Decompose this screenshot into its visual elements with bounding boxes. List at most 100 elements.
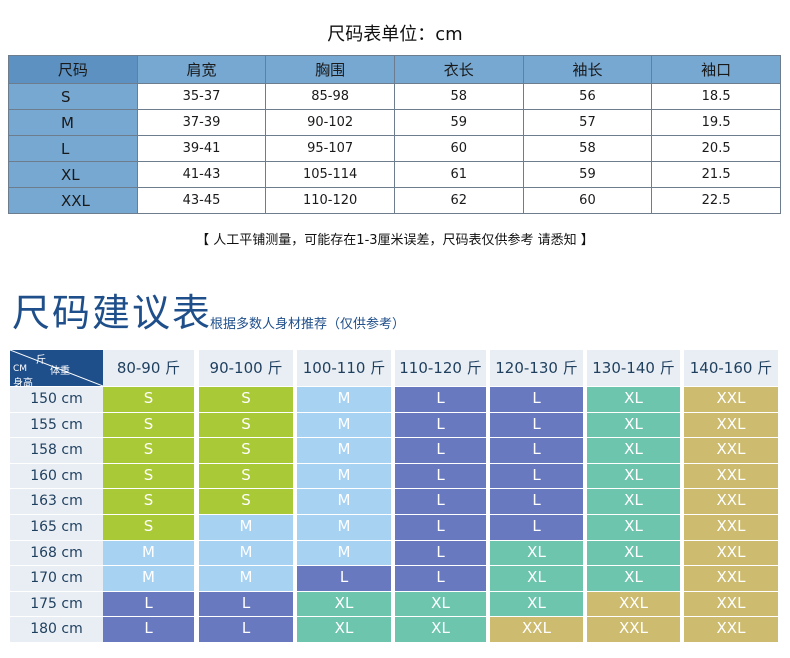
size-recommendation-cell: M (297, 540, 391, 566)
size-value-cell: 105-114 (265, 161, 395, 188)
size-recommendation-cell: L (199, 617, 293, 642)
size-recommendation-cell: L (395, 412, 486, 438)
size-recommendation-cell: M (103, 566, 194, 591)
size-recommendation-cell: XL (490, 540, 583, 566)
size-recommendation-cell: XXL (684, 412, 778, 438)
size-recommendation-cell: XXL (684, 489, 778, 514)
size-recommendation-cell: XXL (587, 591, 680, 617)
header-size: 尺码 (8, 55, 138, 84)
size-recommendation-cell: XL (587, 566, 680, 591)
size-recommendation-cell: M (297, 515, 391, 540)
size-recommendation-cell: L (490, 387, 583, 412)
size-value-cell: 61 (393, 161, 524, 188)
size-value-cell: 18.5 (651, 83, 781, 110)
size-value-cell: 62 (393, 187, 524, 214)
header-length: 衣长 (393, 55, 524, 84)
weight-header: 80-90 斤 (103, 350, 194, 386)
size-recommendation-cell: XL (587, 463, 680, 489)
height-header: 163 cm (10, 489, 103, 514)
size-recommendation-cell: S (199, 387, 293, 412)
size-value-cell: 41-43 (136, 161, 267, 188)
size-value-cell: 56 (522, 83, 653, 110)
size-table-row: M 37-39 90-102 59 57 19.5 (8, 109, 781, 136)
size-value-cell: 59 (522, 161, 653, 188)
size-recommendation-cell: S (103, 515, 194, 540)
height-header: 180 cm (10, 617, 103, 642)
size-recommendation-cell: M (297, 463, 391, 489)
weight-header: 110-120 斤 (395, 350, 486, 386)
size-value-cell: 57 (522, 109, 653, 136)
size-table-title: 尺码表单位：cm (327, 24, 463, 45)
size-value-cell: 20.5 (651, 135, 781, 162)
size-recommendation-cell: XXL (684, 591, 778, 617)
size-recommendation-cell: L (395, 489, 486, 514)
size-value-cell: 19.5 (651, 109, 781, 136)
size-recommendation-cell: S (103, 489, 194, 514)
height-header: 158 cm (10, 438, 103, 463)
size-label-cell: L (8, 135, 138, 162)
size-table-row: S 35-37 85-98 58 56 18.5 (8, 83, 781, 110)
weight-header: 140-160 斤 (684, 350, 778, 386)
weight-header: 90-100 斤 (199, 350, 293, 386)
height-header: 160 cm (10, 463, 103, 489)
height-header: 175 cm (10, 591, 103, 617)
header-shoulder: 肩宽 (136, 55, 267, 84)
height-header: 165 cm (10, 515, 103, 540)
size-value-cell: 21.5 (651, 161, 781, 188)
size-label-cell: XL (8, 161, 138, 188)
size-recommendation-cell: XXL (684, 540, 778, 566)
size-recommendation-cell: M (297, 412, 391, 438)
measurement-note: 【 人工平铺测量，可能存在1-3厘米误差，尺码表仅供参考 请悉知 】 (196, 233, 594, 248)
weight-header: 100-110 斤 (297, 350, 391, 386)
size-recommendation-cell: M (297, 438, 391, 463)
height-header: 170 cm (10, 566, 103, 591)
size-value-cell: 110-120 (265, 187, 395, 214)
size-recommendation-cell: XL (587, 412, 680, 438)
size-recommendation-cell: XXL (684, 515, 778, 540)
corner-height-unit: CM (13, 364, 28, 374)
size-recommendation-cell: L (103, 617, 194, 642)
size-recommendation-cell: XXL (684, 387, 778, 412)
size-value-cell: 39-41 (136, 135, 267, 162)
size-recommendation-cell: M (199, 566, 293, 591)
size-recommendation-cell: L (395, 387, 486, 412)
size-value-cell: 90-102 (265, 109, 395, 136)
size-value-cell: 35-37 (136, 83, 267, 110)
size-recommendation-cell: L (490, 515, 583, 540)
size-table-row: XL 41-43 105-114 61 59 21.5 (8, 161, 781, 188)
corner-height-label: 身高 (13, 378, 33, 386)
size-table-header-row: 尺码 肩宽 胸围 衣长 袖长 袖口 (8, 55, 781, 84)
size-recommendation-cell: L (490, 463, 583, 489)
header-chest: 胸围 (265, 55, 395, 84)
size-recommendation-cell: S (103, 412, 194, 438)
size-value-cell: 37-39 (136, 109, 267, 136)
grid-corner-header: 斤 体重 CM 身高 (10, 350, 103, 386)
size-value-cell: 22.5 (651, 187, 781, 214)
size-recommendation-cell: S (103, 387, 194, 412)
size-recommendation-cell: XL (490, 591, 583, 617)
size-recommendation-cell: S (199, 489, 293, 514)
size-recommendation-cell: L (395, 566, 486, 591)
size-recommendation-cell: XL (395, 617, 486, 642)
size-recommendation-cell: XL (587, 438, 680, 463)
size-recommendation-cell: L (199, 591, 293, 617)
size-recommendation-cell: M (297, 489, 391, 514)
size-recommendation-cell: L (395, 463, 486, 489)
size-recommendation-cell: L (490, 412, 583, 438)
header-sleeve: 袖长 (522, 55, 653, 84)
size-table: 尺码 肩宽 胸围 衣长 袖长 袖口 S 35-37 85-98 58 56 18.5 M 37… (8, 55, 781, 214)
size-recommendation-cell: L (297, 566, 391, 591)
size-value-cell: 43-45 (136, 187, 267, 214)
size-value-cell: 95-107 (265, 135, 395, 162)
size-value-cell: 60 (522, 187, 653, 214)
size-value-cell: 60 (393, 135, 524, 162)
height-header: 155 cm (10, 412, 103, 438)
weight-header: 130-140 斤 (587, 350, 680, 386)
size-recommendation-cell: L (490, 438, 583, 463)
size-label-cell: XXL (8, 187, 138, 214)
size-value-cell: 58 (393, 83, 524, 110)
size-recommendation-cell: S (199, 412, 293, 438)
size-recommendation-cell: XXL (684, 463, 778, 489)
size-table-row: XXL 43-45 110-120 62 60 22.5 (8, 187, 781, 214)
size-recommendation-cell: XL (297, 591, 391, 617)
